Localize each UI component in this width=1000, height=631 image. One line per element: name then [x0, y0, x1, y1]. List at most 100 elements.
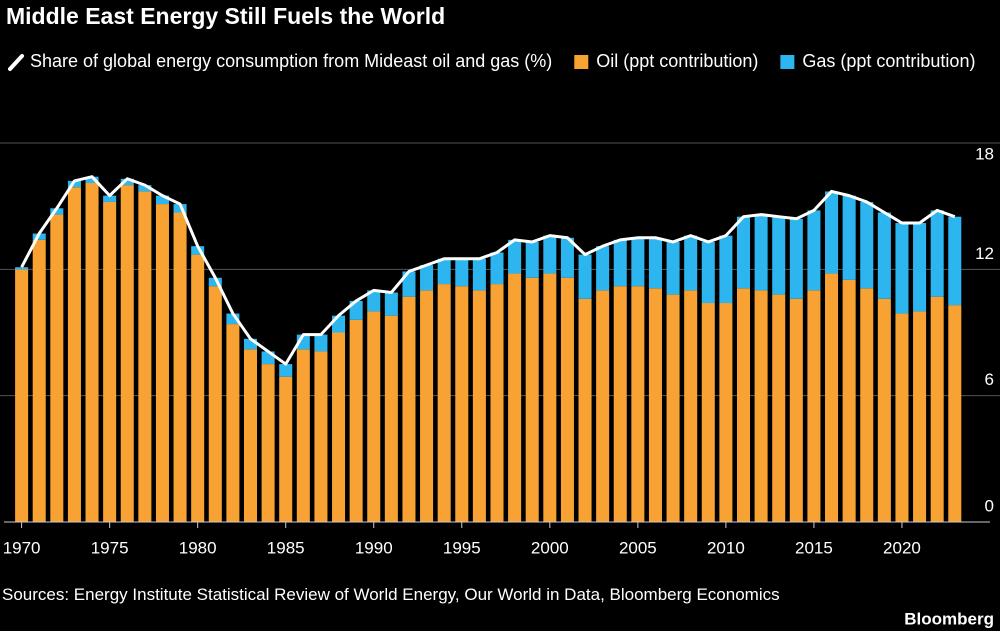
bar: [208, 286, 222, 522]
bar: [296, 349, 310, 522]
x-tick-label: 1990: [355, 538, 393, 557]
bar: [913, 223, 927, 312]
y-tick-label: 18: [975, 144, 994, 163]
y-tick-label: 12: [975, 244, 994, 263]
bar: [631, 286, 645, 522]
bar: [384, 292, 398, 316]
bar: [719, 303, 733, 522]
bar: [367, 311, 381, 522]
bar: [455, 258, 469, 287]
brand: Bloomberg: [904, 609, 994, 628]
bar: [191, 246, 205, 255]
bar: [367, 290, 381, 312]
bar: [930, 296, 944, 522]
line: [20, 175, 956, 366]
legend-line: [8, 54, 24, 71]
bar: [895, 313, 909, 522]
bar: [226, 313, 240, 325]
legend-swatch: [780, 55, 795, 69]
bar: [420, 265, 434, 291]
bar: [825, 273, 839, 522]
bar: [789, 298, 803, 522]
legend-label: Gas (ppt contribution): [802, 51, 975, 71]
bar: [332, 315, 346, 333]
bar: [560, 237, 574, 278]
legend-item: Oil (ppt contribution): [574, 51, 758, 71]
bar: [701, 241, 715, 304]
bar: [349, 300, 363, 320]
bar: [825, 191, 839, 274]
bar: [472, 290, 486, 522]
bar: [525, 277, 539, 522]
bar: [402, 271, 416, 297]
bar: [32, 239, 46, 522]
bar: [930, 210, 944, 297]
bar: [948, 305, 962, 522]
bar: [384, 315, 398, 522]
bar: [648, 288, 662, 522]
x-tick-label: 2010: [707, 538, 745, 557]
bar: [596, 246, 610, 291]
bar: [314, 334, 328, 352]
bar: [103, 195, 117, 202]
x-tick-label: 1985: [267, 538, 305, 557]
source: Sources: Energy Institute Statistical Re…: [2, 585, 780, 604]
bar: [138, 191, 152, 522]
x-tick-label: 2015: [795, 538, 833, 557]
chart-title: Middle East Energy Still Fuels the World: [6, 3, 445, 29]
bar: [155, 204, 169, 523]
bar: [578, 254, 592, 299]
bar: [525, 241, 539, 278]
bar: [719, 235, 733, 304]
bar: [860, 201, 874, 289]
bar: [807, 290, 821, 522]
bar: [50, 214, 64, 523]
bar: [85, 183, 99, 522]
bar: [842, 195, 856, 280]
bar: [613, 239, 627, 287]
bar: [349, 319, 363, 522]
bar: [913, 311, 927, 522]
bar: [437, 284, 451, 522]
bar: [173, 204, 187, 213]
bar: [772, 216, 786, 295]
bar: [314, 351, 328, 522]
bar: [67, 180, 81, 188]
x-tick-label: 2005: [619, 538, 657, 557]
legend-item: Gas (ppt contribution): [780, 51, 975, 71]
x-tick-label: 1995: [443, 538, 481, 557]
bar: [631, 237, 645, 287]
bar: [243, 338, 258, 350]
bar: [684, 290, 698, 522]
bar: [596, 290, 610, 522]
bar: [437, 258, 451, 285]
x-tick-label: 1975: [91, 538, 129, 557]
bar: [807, 210, 821, 291]
bar: [648, 237, 662, 289]
bar: [754, 214, 768, 291]
bar: [208, 277, 222, 287]
bar: [226, 324, 240, 522]
bar: [543, 273, 557, 522]
bar: [420, 290, 434, 522]
bar: [472, 258, 486, 291]
y-tick-label: 0: [985, 496, 994, 515]
bar: [103, 201, 117, 522]
bar: [560, 277, 574, 522]
bar: [15, 269, 29, 522]
bar: [666, 294, 680, 522]
bar: [736, 288, 751, 522]
bar: [613, 286, 627, 522]
x-tick-label: 2000: [531, 538, 569, 557]
bar: [754, 290, 768, 522]
bar: [50, 208, 64, 215]
bar: [877, 298, 891, 522]
bar: [543, 235, 557, 274]
legend-label: Share of global energy consumption from …: [30, 51, 552, 71]
legend-label: Oil (ppt contribution): [596, 51, 758, 71]
bar: [67, 187, 81, 522]
x-tick-label: 1980: [179, 538, 217, 557]
bar: [279, 364, 293, 377]
bar: [877, 212, 891, 299]
